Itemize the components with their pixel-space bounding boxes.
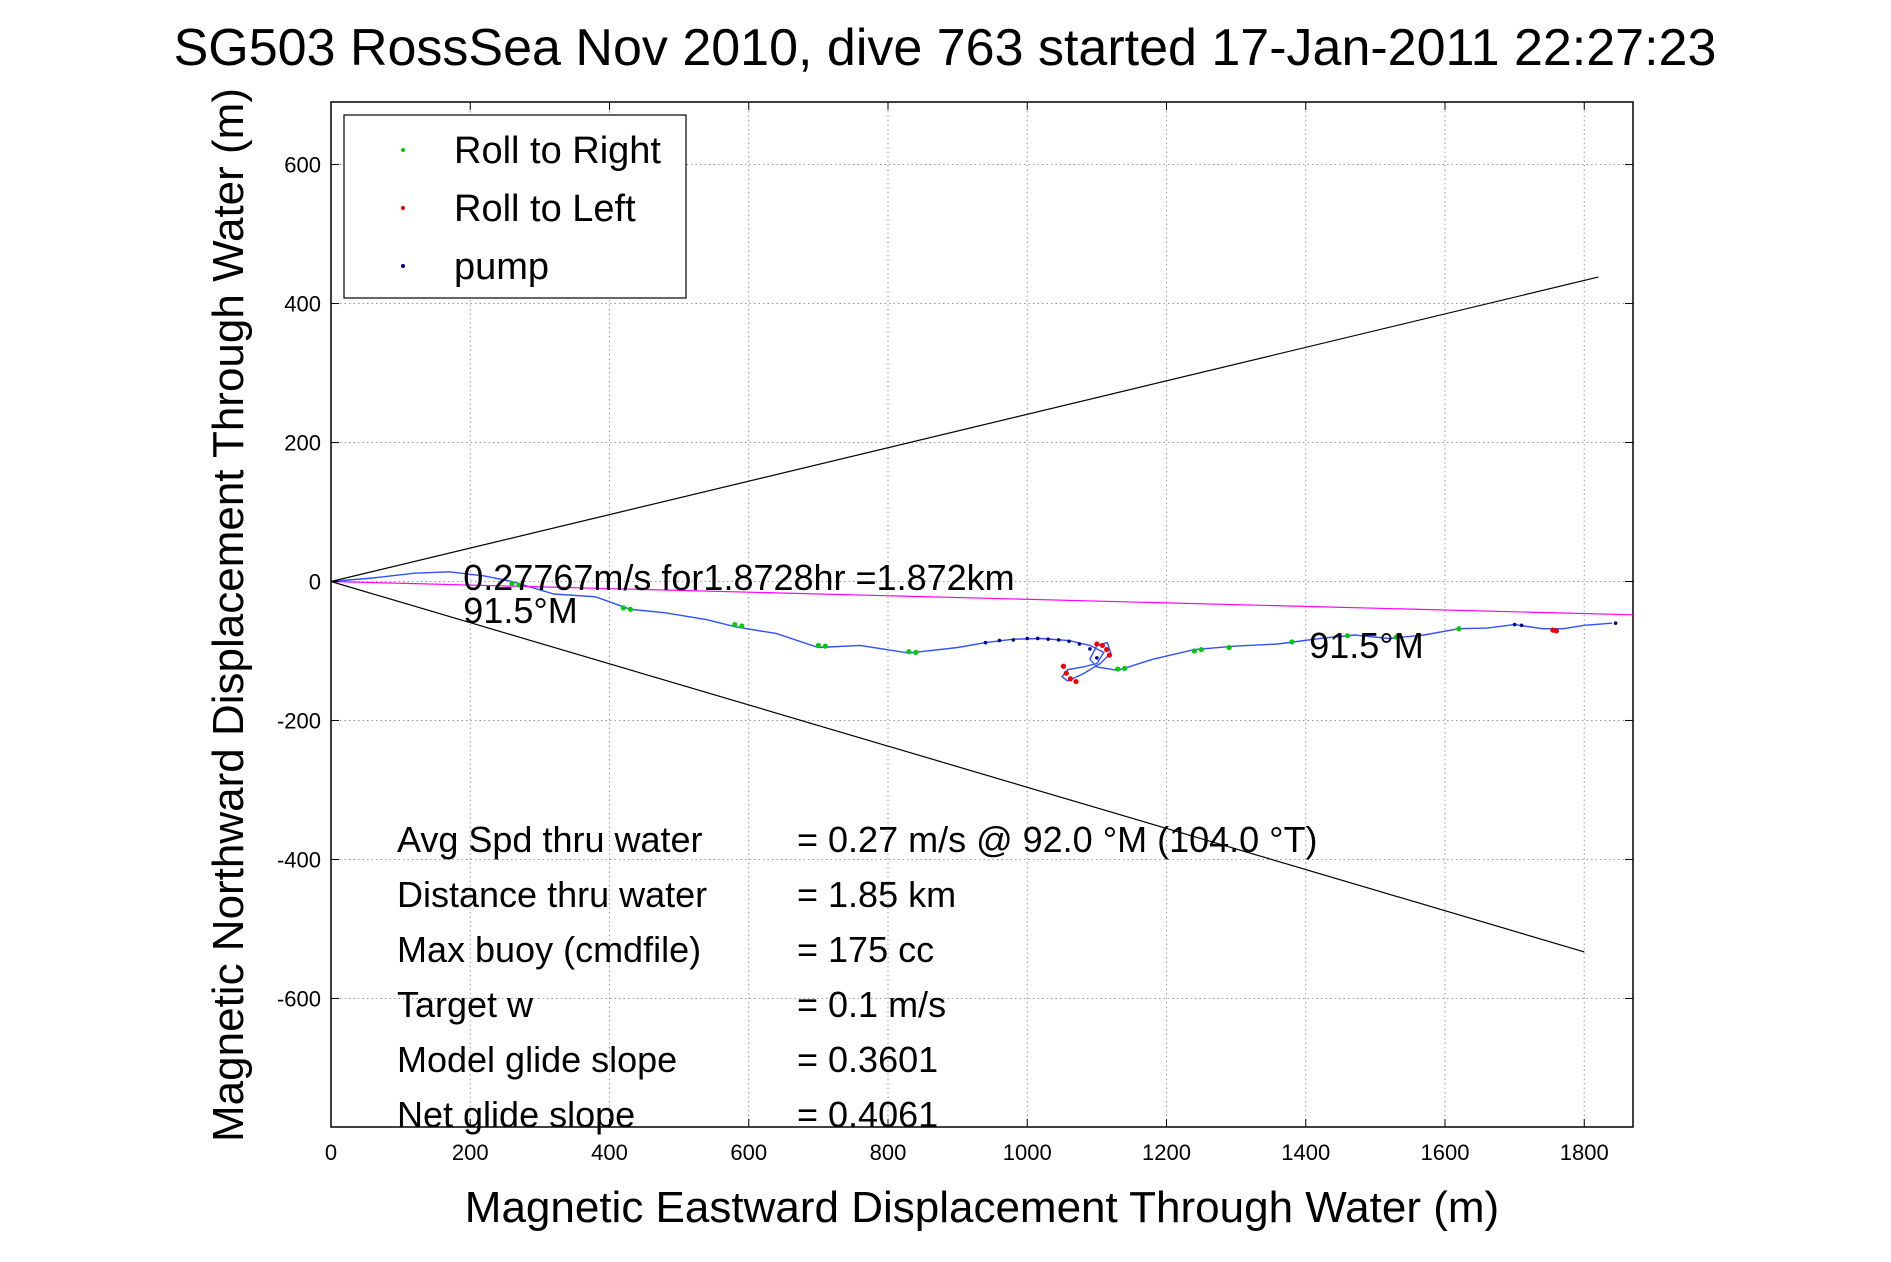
pump-marker <box>1056 638 1061 642</box>
roll-right-marker <box>1289 639 1295 645</box>
pump-marker <box>1095 656 1099 660</box>
pump-marker <box>1046 637 1050 641</box>
roll-left-marker <box>1063 670 1069 676</box>
stat-label: Net glide slope <box>397 1094 635 1135</box>
y-tick-label: 0 <box>309 569 321 594</box>
roll-right-marker <box>1344 633 1351 639</box>
roll-right-marker <box>1456 626 1462 632</box>
roll-right-marker <box>732 621 738 628</box>
x-tick-label: 1200 <box>1142 1140 1191 1165</box>
roll-left-marker <box>1067 676 1074 682</box>
series-track <box>330 571 1613 682</box>
legend-label: Roll to Left <box>454 188 636 230</box>
roll-right-marker <box>822 643 828 649</box>
y-tick-label: 600 <box>284 153 321 178</box>
pump-marker <box>1011 638 1016 642</box>
roll-left-marker <box>1099 642 1106 649</box>
stat-label: Target w <box>397 984 534 1025</box>
legend-marker <box>401 264 405 268</box>
series-cone-lower <box>330 580 1585 953</box>
annotation: 91.5°M <box>463 590 577 631</box>
stat-label: Model glide slope <box>397 1039 677 1080</box>
tick-labels: 0 200 400 600 800 1000 1200 1400 1600 1800 -600 -40… <box>277 102 1633 1165</box>
y-tick-label: -200 <box>277 708 321 733</box>
roll-right-marker <box>913 649 919 655</box>
x-tick-label: 0 <box>325 1140 337 1165</box>
pump-marker <box>1025 636 1030 641</box>
pump-marker <box>1613 621 1618 625</box>
roll-right-marker <box>627 606 633 612</box>
legend-marker <box>401 148 405 152</box>
x-tick-label: 1600 <box>1421 1140 1470 1165</box>
pump-marker <box>1077 642 1082 646</box>
y-tick-label: -400 <box>277 847 321 872</box>
x-tick-label: 1400 <box>1281 1140 1330 1165</box>
plot-lines <box>330 276 1634 953</box>
roll-right-marker <box>815 642 821 649</box>
plot-markers <box>509 580 1618 685</box>
stat-value: = 0.3601 <box>797 1039 938 1080</box>
roll-right-marker <box>739 623 745 629</box>
stat-label: Avg Spd thru water <box>397 819 703 860</box>
pump-marker <box>1512 622 1517 627</box>
x-tick-label: 1800 <box>1560 1140 1609 1165</box>
x-axis-label: Magnetic Eastward Displacement Through W… <box>465 1183 1499 1232</box>
pump-marker <box>1067 639 1071 644</box>
x-tick-label: 400 <box>591 1140 628 1165</box>
pump-marker <box>1519 623 1524 628</box>
annotation: 0.27767m/s for1.8728hr =1.872km <box>463 557 1014 598</box>
y-tick-label: 200 <box>284 431 321 456</box>
roll-left-marker <box>1553 628 1560 634</box>
x-tick-label: 800 <box>870 1140 907 1165</box>
y-tick-label: 400 <box>284 292 321 317</box>
stat-label: Max buoy (cmdfile) <box>397 929 701 970</box>
roll-right-marker <box>516 582 522 588</box>
roll-right-marker <box>1115 666 1121 672</box>
x-tick-label: 600 <box>730 1140 767 1165</box>
series-heading-line <box>330 580 1634 616</box>
series-cone-upper <box>330 276 1599 583</box>
y-tick-label: -600 <box>277 986 321 1011</box>
annotations: 0.27767m/s for1.8728hr =1.872km91.5°M91.… <box>463 557 1423 666</box>
roll-left-marker <box>1060 663 1067 669</box>
roll-right-marker <box>1191 648 1197 654</box>
roll-left-marker <box>1094 641 1100 647</box>
roll-right-marker <box>620 605 627 611</box>
roll-right-marker <box>1393 634 1399 640</box>
pump-marker <box>1035 636 1040 641</box>
roll-right-marker <box>906 649 912 655</box>
stat-value: = 1.85 km <box>797 874 956 915</box>
roll-left-marker <box>1073 678 1079 685</box>
pump-marker <box>997 638 1002 643</box>
stat-value: = 175 cc <box>797 929 934 970</box>
legend-label: pump <box>454 246 549 288</box>
legend-label: Roll to Right <box>454 130 661 172</box>
x-tick-label: 1000 <box>1003 1140 1052 1165</box>
stat-label: Distance thru water <box>397 874 707 915</box>
legend-marker <box>401 206 405 210</box>
y-axis-label: Magnetic Northward Displacement Through … <box>204 88 253 1142</box>
stat-value: = 0.4061 <box>797 1094 938 1135</box>
stats-panel: Avg Spd thru water = 0.27 m/s @ 92.0 °M (… <box>397 819 1318 1135</box>
pump-marker <box>983 640 988 645</box>
legend-box <box>343 114 687 299</box>
stat-value: = 0.27 m/s @ 92.0 °M (104.0 °T) <box>797 819 1318 860</box>
x-tick-label: 200 <box>452 1140 489 1165</box>
roll-left-marker <box>1106 652 1113 658</box>
roll-right-marker <box>1198 646 1204 653</box>
legend: Roll to Right Roll to Left pump <box>343 114 687 299</box>
roll-right-marker <box>1226 644 1232 651</box>
chart-title: SG503 RossSea Nov 2010, dive 763 started… <box>174 19 1717 77</box>
roll-right-marker <box>1122 665 1128 671</box>
roll-left-marker <box>1104 646 1110 653</box>
stat-value: = 0.1 m/s <box>797 984 946 1025</box>
pump-marker <box>1088 647 1092 651</box>
roll-right-marker <box>509 580 515 587</box>
annotation: 91.5°M <box>1309 625 1423 666</box>
